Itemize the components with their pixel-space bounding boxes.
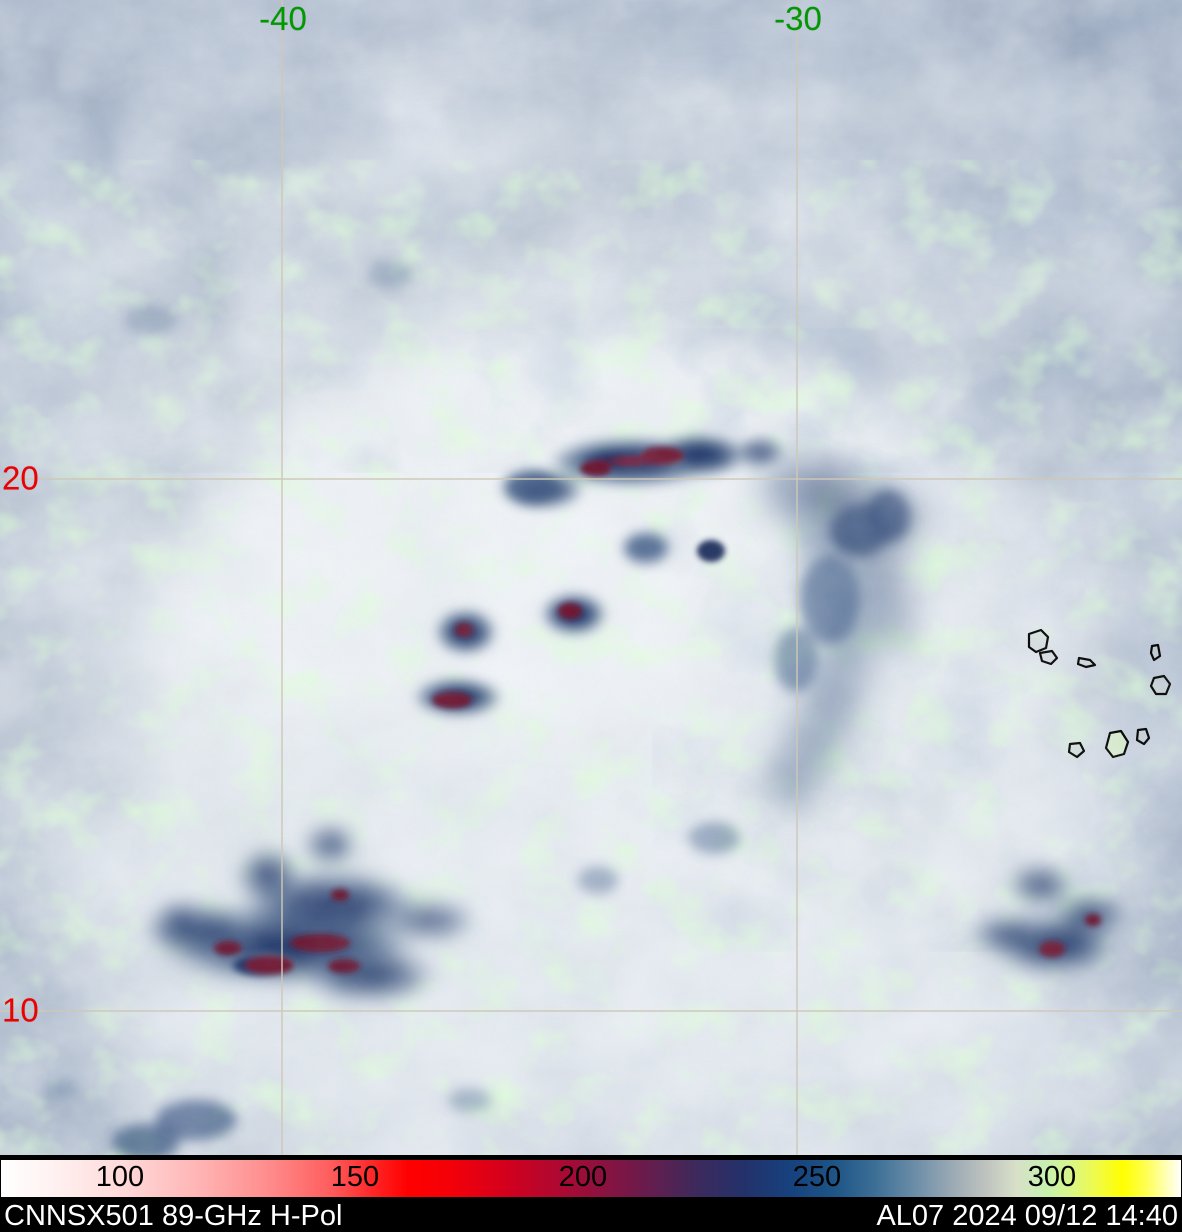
colorbar-tick-150: 150 [330,1161,380,1193]
lon-tick-label-minus30: -30 [774,0,822,37]
colorbar-tick-200: 200 [558,1161,608,1193]
colorbar-container[interactable]: 100 150 200 250 300 [0,1157,1182,1201]
storm-datetime-label: AL07 2024 09/12 14:40 [876,1200,1178,1232]
brightness-temperature-colorbar[interactable]: 100 150 200 250 300 [0,1159,1182,1198]
colorbar-tick-250: 250 [792,1161,842,1193]
lon-tick-label-minus40: -40 [259,0,307,37]
satellite-brightness-temperature-raster [0,0,1182,1155]
satellite-image-panel[interactable]: -40 -30 20 10 [0,0,1182,1155]
lat-tick-label-20: 20 [2,459,39,497]
lat-tick-label-10: 10 [2,991,39,1029]
footer-bar: CNNSX501 89-GHz H-Pol AL07 2024 09/12 14… [0,1201,1182,1232]
sensor-channel-label: CNNSX501 89-GHz H-Pol [4,1200,343,1232]
colorbar-tick-300: 300 [1027,1161,1077,1193]
colorbar-tick-100: 100 [95,1161,145,1193]
